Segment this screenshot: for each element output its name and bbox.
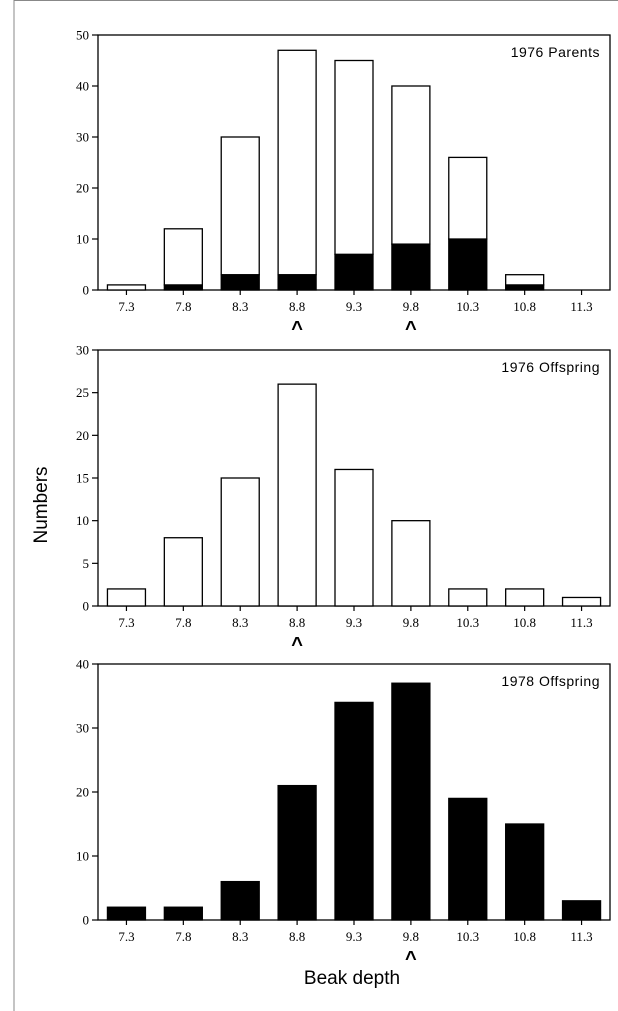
bar-7-8-s1	[163, 284, 203, 291]
y-tick-label: 0	[83, 283, 90, 298]
bar-8-3-s2	[220, 136, 260, 276]
bar-10-8-s1	[505, 284, 545, 291]
x-tick-label: 7.3	[118, 299, 134, 314]
y-tick-label: 5	[83, 556, 90, 571]
x-tick-label: 7.8	[175, 929, 191, 944]
y-tick-label: 0	[83, 599, 90, 614]
bar-11-3-s1	[561, 596, 602, 607]
x-tick-label: 8.3	[232, 929, 248, 944]
x-tick-label: 10.8	[513, 929, 536, 944]
bar-9-3-s1	[334, 701, 374, 921]
y-tick-label: 0	[83, 913, 90, 928]
bar-10-3-s1	[448, 588, 488, 607]
x-tick-label: 7.3	[118, 615, 134, 630]
panel-3: 0 10 20 30 40 7.3 7.8 8.3 8.8 9.3 9.8 10.3 10.8 11.3 1…	[76, 657, 611, 970]
bar-7-8-s1	[163, 537, 203, 607]
bar-9-3-s1	[334, 468, 374, 607]
bar-9-8-s2	[391, 85, 431, 245]
x-tick-label: 9.3	[346, 299, 362, 314]
y-tick-label: 40	[76, 79, 89, 94]
bar-10-3-s1	[448, 238, 488, 291]
y-tick-label: 10	[76, 849, 89, 864]
bar-10-3-s1	[448, 797, 488, 921]
bar-10-8-s1	[505, 588, 545, 607]
x-tick-label: 9.8	[403, 929, 419, 944]
y-tick-label: 30	[76, 130, 89, 145]
x-tick-label: 7.8	[175, 299, 191, 314]
bar-8-3-s1	[220, 274, 260, 291]
panel-title: 1976 Parents	[511, 44, 600, 60]
mean-marker: ^	[291, 318, 303, 340]
bar-9-3-s2	[334, 59, 374, 255]
y-tick-label: 15	[76, 471, 89, 486]
y-tick-label: 20	[76, 428, 89, 443]
x-tick-label: 7.8	[175, 615, 191, 630]
x-tick-label: 10.3	[456, 615, 479, 630]
bar-7-8-s1	[163, 906, 203, 921]
y-axis-title: Numbers	[31, 466, 52, 543]
mean-marker: ^	[291, 634, 303, 656]
x-tick-label: 8.8	[289, 615, 305, 630]
bar-10-3-s2	[448, 156, 488, 240]
y-tick-label: 40	[76, 657, 89, 672]
x-tick-label: 8.8	[289, 299, 305, 314]
bar-7-3-s2	[106, 284, 147, 291]
bar-9-8-s1	[391, 520, 431, 607]
bar-8-8-s2	[277, 49, 317, 276]
bar-9-3-s1	[334, 253, 374, 291]
x-tick-label: 11.3	[570, 299, 592, 314]
bar-8-8-s1	[277, 383, 317, 607]
x-tick-label: 11.3	[570, 615, 592, 630]
bar-10-8-s1	[505, 823, 545, 921]
x-tick-label: 7.3	[118, 929, 134, 944]
x-tick-label: 10.8	[513, 615, 536, 630]
x-tick-label: 10.3	[456, 299, 479, 314]
y-tick-label: 25	[76, 385, 89, 400]
y-tick-label: 30	[76, 343, 89, 358]
panel-2: 0 5 10 15 20 25 30 7.3 7.8 8.3 8.8 9.3 9.8 10.3 10.8 11…	[76, 343, 611, 656]
x-tick-label: 8.3	[232, 615, 248, 630]
x-tick-label: 9.3	[346, 615, 362, 630]
y-tick-label: 20	[76, 785, 89, 800]
y-tick-label: 10	[76, 513, 89, 528]
mean-marker: ^	[405, 318, 417, 340]
y-tick-label: 10	[76, 232, 89, 247]
bar-8-3-s1	[220, 477, 260, 607]
y-tick-label: 30	[76, 721, 89, 736]
panel-title: 1978 Offspring	[501, 673, 600, 689]
bar-7-3-s1	[106, 588, 147, 607]
bar-10-8-s2	[505, 274, 545, 286]
y-tick-label: 20	[76, 181, 89, 196]
x-tick-label: 8.8	[289, 929, 305, 944]
panel-1: 0 10 20 30 40 50 7.3 7.8 8.3 8.8 9.3 9.8 10.3 10.8 11.…	[76, 28, 611, 340]
x-tick-label: 9.8	[403, 299, 419, 314]
panel-title: 1976 Offspring	[501, 359, 600, 375]
x-tick-label: 10.8	[513, 299, 536, 314]
y-tick-label: 50	[76, 28, 89, 43]
bar-9-8-s1	[391, 682, 431, 921]
x-tick-label: 9.3	[346, 929, 362, 944]
mean-marker: ^	[405, 948, 417, 970]
bar-9-8-s1	[391, 243, 431, 291]
bar-7-3-s1	[106, 906, 147, 921]
bar-8-8-s1	[277, 274, 317, 291]
x-tick-label: 11.3	[570, 929, 592, 944]
x-tick-label: 10.3	[456, 929, 479, 944]
bar-11-3-s1	[561, 900, 602, 921]
x-axis-title: Beak depth	[304, 968, 400, 989]
bar-8-3-s1	[220, 880, 260, 921]
bar-7-8-s2	[163, 228, 203, 286]
x-tick-label: 8.3	[232, 299, 248, 314]
bar-8-8-s1	[277, 784, 317, 921]
x-tick-label: 9.8	[403, 615, 419, 630]
